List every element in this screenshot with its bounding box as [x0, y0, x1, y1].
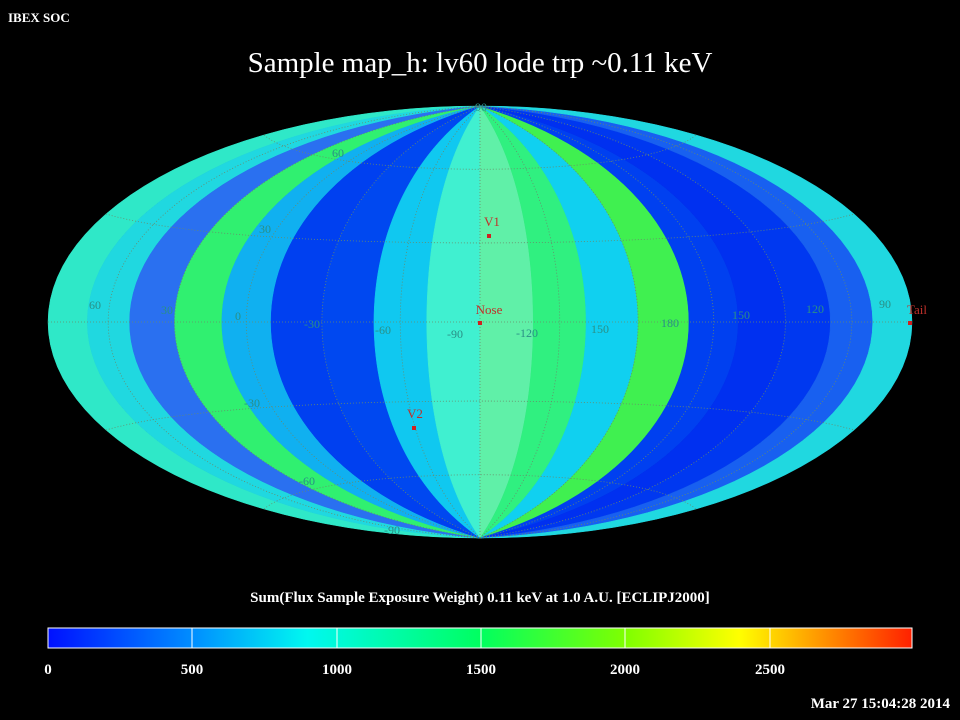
marker-label: Tail — [907, 302, 927, 317]
meridian — [174, 105, 481, 539]
parallel — [105, 400, 855, 431]
sky-map: 60 30 0 -30 -60 -90 -120 150 180 150 120 90 90 60 30 -3… — [47, 100, 927, 539]
marker-label: Nose — [476, 302, 503, 317]
colorbar-label: Sum(Flux Sample Exposure Weight) 0.11 ke… — [250, 590, 710, 606]
marker-label: V1 — [484, 214, 500, 229]
colorbar-tick-label: 2500 — [755, 662, 785, 678]
timestamp: Mar 27 15:04:28 2014 — [811, 696, 951, 712]
latitude-label: -60 — [299, 474, 315, 488]
title: Sample map_h: lv60 lode trp ~0.11 keV — [248, 47, 713, 79]
longitude-label: 150 — [591, 322, 609, 336]
latitude-label: 90 — [475, 100, 487, 114]
meridian — [245, 105, 481, 539]
longitude-label: -60 — [375, 323, 391, 337]
longitude-label: -30 — [304, 317, 320, 331]
latitude-label: -30 — [244, 396, 260, 410]
marker — [908, 321, 912, 325]
colorbar-tick-label: 2000 — [610, 662, 640, 678]
colorbar-ticks: 0 500 1000 1500 2000 2500 — [44, 628, 785, 678]
colorbar-tick-label: 0 — [44, 662, 52, 678]
longitude-label: 150 — [732, 308, 750, 322]
longitude-label: 120 — [806, 302, 824, 316]
colorbar-tick-label: 1500 — [466, 662, 496, 678]
latitude-label: -90 — [384, 523, 400, 537]
marker-label: V2 — [407, 406, 423, 421]
marker — [412, 426, 416, 430]
meridian — [479, 105, 786, 539]
meridian — [479, 105, 853, 539]
longitude-label: 180 — [661, 316, 679, 330]
longitude-label: -120 — [516, 326, 538, 340]
longitude-label: -90 — [447, 327, 463, 341]
colorbar — [47, 627, 913, 649]
colorbar-tick-label: 500 — [181, 662, 204, 678]
meridian — [321, 105, 481, 539]
longitude-label: 60 — [89, 298, 101, 312]
latitude-label: 30 — [259, 222, 271, 236]
marker — [478, 321, 482, 325]
meridian — [479, 105, 715, 539]
meridian — [107, 105, 481, 539]
longitude-label: 90 — [879, 297, 891, 311]
parallel — [105, 213, 855, 244]
colorbar-tick-label: 1000 — [322, 662, 352, 678]
meridian — [479, 105, 639, 539]
org-label: IBEX SOC — [8, 10, 70, 25]
longitude-label: 30 — [161, 303, 173, 317]
longitude-label: 0 — [235, 309, 241, 323]
marker — [487, 234, 491, 238]
latitude-label: 60 — [332, 146, 344, 160]
